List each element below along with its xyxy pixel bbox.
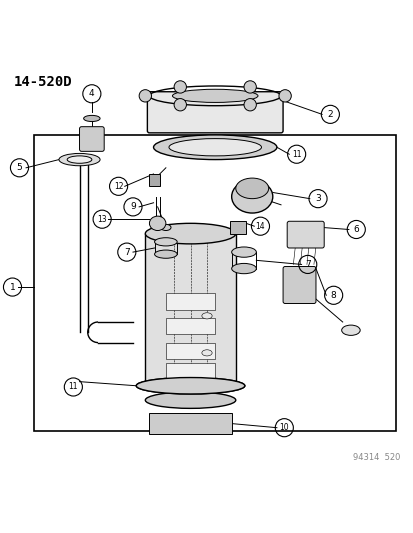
- Ellipse shape: [153, 135, 276, 159]
- Ellipse shape: [169, 139, 261, 156]
- Bar: [166, 363, 215, 379]
- Text: 11: 11: [291, 150, 301, 159]
- Circle shape: [139, 90, 151, 102]
- Text: 7: 7: [304, 260, 310, 269]
- Bar: [149, 413, 231, 434]
- Ellipse shape: [145, 223, 235, 244]
- Ellipse shape: [341, 325, 359, 335]
- Ellipse shape: [154, 238, 177, 246]
- Ellipse shape: [202, 313, 211, 319]
- Bar: [166, 343, 215, 359]
- Circle shape: [243, 81, 256, 93]
- Ellipse shape: [67, 156, 92, 163]
- Text: 14: 14: [255, 222, 265, 231]
- Bar: [166, 318, 215, 334]
- Circle shape: [278, 90, 291, 102]
- Text: 12: 12: [114, 182, 123, 191]
- Text: 1: 1: [9, 282, 15, 292]
- Circle shape: [174, 81, 186, 93]
- FancyBboxPatch shape: [79, 127, 104, 151]
- Ellipse shape: [145, 392, 235, 408]
- Ellipse shape: [231, 180, 272, 213]
- Bar: [145, 233, 235, 386]
- Bar: [34, 135, 395, 431]
- Text: 2: 2: [327, 110, 332, 119]
- Text: 8: 8: [330, 291, 336, 300]
- Circle shape: [174, 99, 186, 111]
- Ellipse shape: [83, 115, 100, 122]
- Text: 4: 4: [89, 90, 95, 98]
- Text: 9: 9: [130, 203, 135, 212]
- Text: 14-520D: 14-520D: [14, 75, 72, 90]
- Text: 7: 7: [123, 248, 129, 256]
- Ellipse shape: [231, 247, 256, 257]
- Text: 13: 13: [97, 215, 107, 224]
- Text: 94314  520: 94314 520: [352, 453, 399, 462]
- Ellipse shape: [59, 154, 100, 166]
- Circle shape: [243, 99, 256, 111]
- Bar: [229, 221, 245, 233]
- Ellipse shape: [154, 250, 177, 259]
- Ellipse shape: [160, 224, 171, 230]
- FancyBboxPatch shape: [147, 92, 282, 133]
- Bar: [149, 174, 159, 187]
- Ellipse shape: [136, 377, 244, 394]
- Text: 10: 10: [279, 423, 288, 432]
- Ellipse shape: [172, 89, 257, 102]
- Ellipse shape: [202, 350, 211, 356]
- Text: 3: 3: [314, 194, 320, 203]
- Ellipse shape: [231, 263, 256, 274]
- Text: 6: 6: [353, 225, 358, 234]
- FancyBboxPatch shape: [282, 266, 315, 303]
- Ellipse shape: [235, 178, 268, 199]
- Ellipse shape: [136, 377, 244, 394]
- FancyBboxPatch shape: [287, 221, 323, 248]
- Bar: [166, 293, 215, 310]
- Text: 11: 11: [69, 383, 78, 391]
- Ellipse shape: [149, 216, 166, 230]
- Text: 5: 5: [17, 163, 22, 172]
